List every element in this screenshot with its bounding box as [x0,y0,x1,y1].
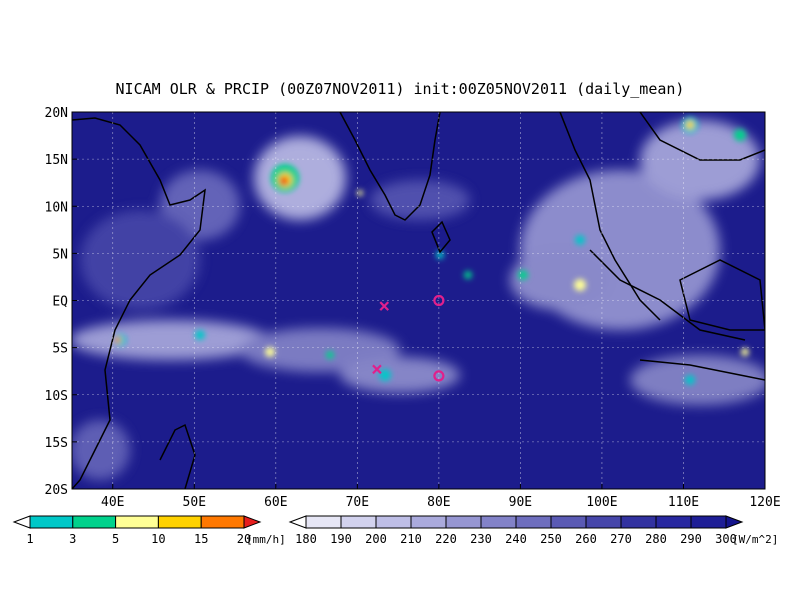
colorbar-label: 300 [715,532,737,546]
circle-marker [433,294,445,307]
colorbar-swatch [655,515,692,529]
precip-cells [114,117,749,385]
colorbar-swatch [585,515,622,529]
colorbar-swatch [480,515,517,529]
lat-tick-label: 5N [52,247,68,262]
colorbar-label: 240 [505,532,527,546]
chart-title: NICAM OLR & PRCIP (00Z07NOV2011) init:00… [116,80,685,98]
colorbar-label: 220 [435,532,457,546]
colorbar-label: 210 [400,532,422,546]
lat-tick-label: 15S [45,436,68,451]
colorbar-label: 200 [365,532,387,546]
colorbar-label: 3 [69,532,76,546]
colorbar-label: 15 [194,532,208,546]
colorbar-label: 10 [151,532,165,546]
colorbar-label: 230 [470,532,492,546]
colorbar-label: 290 [680,532,702,546]
colorbar-label: 180 [295,532,317,546]
colorbar-unit: [W/m^2] [732,533,778,546]
colorbar-arrow-low [12,515,31,529]
olr-cloud-field [72,120,765,480]
colorbar-label: 1 [26,532,33,546]
lat-tick-label: 15N [45,153,68,168]
colorbar-swatch [115,515,159,529]
colorbar-swatch [200,515,245,529]
lat-tick-label: EQ [52,295,68,310]
colorbar-label: 5 [112,532,119,546]
colorbar-label: 260 [575,532,597,546]
colorbar-swatch [620,515,657,529]
lon-tick-label: 100E [586,495,617,510]
lat-tick-label: 20N [45,106,68,121]
colorbar-swatch [410,515,447,529]
longitude-labels: 40E 50E 60E 70E 80E 90E 100E 110E 120E [101,484,781,510]
map-gridlines [72,112,765,489]
lon-tick-label: 60E [264,495,287,510]
colorbar-arrow-high [243,515,262,529]
colorbar-swatch [515,515,552,529]
colorbar-swatch [157,515,202,529]
colorbar-label: 270 [610,532,632,546]
lon-tick-label: 50E [183,495,206,510]
lat-tick-label: 20S [45,483,68,498]
marker-layer [372,294,445,382]
colorbar-swatch [445,515,482,529]
lat-tick-label: 10S [45,389,68,404]
latitude-labels: 20N 15N 10N 5N EQ 5S 10S 15S 20S [45,106,77,498]
lon-tick-label: 70E [346,495,369,510]
lon-tick-label: 40E [101,495,124,510]
colorbar-swatch [690,515,727,529]
lon-tick-label: 90E [509,495,532,510]
colorbar-swatch [340,515,377,529]
lat-tick-label: 5S [52,342,68,357]
colorbar-swatch [29,515,74,529]
lat-tick-label: 10N [45,200,68,215]
lon-tick-label: 120E [749,495,780,510]
map-area [72,112,765,489]
colorbar-swatch [550,515,587,529]
lon-tick-label: 110E [668,495,699,510]
coastlines [72,112,765,489]
colorbar-swatch [375,515,412,529]
colorbar-unit: [mm/h] [246,533,286,546]
colorbar-label: 20 [237,532,251,546]
colorbar-label: 190 [330,532,352,546]
x-marker [372,364,382,375]
colorbar-arrow-high [725,515,744,529]
olr-colorbar: 180 190 200 210 220 230 240 250 260 270 280 290 300[… [288,515,778,546]
colorbar-swatch [305,515,342,529]
colorbar-label: 250 [540,532,562,546]
colorbar-arrow-low [288,515,307,529]
circle-marker [433,370,445,382]
lon-tick-label: 80E [427,495,450,510]
colorbar-label: 280 [645,532,667,546]
x-marker [379,301,390,311]
precip-colorbar: 1 3 5 10 15 20[mm/h] [12,515,286,546]
colorbar-swatch [72,515,117,529]
